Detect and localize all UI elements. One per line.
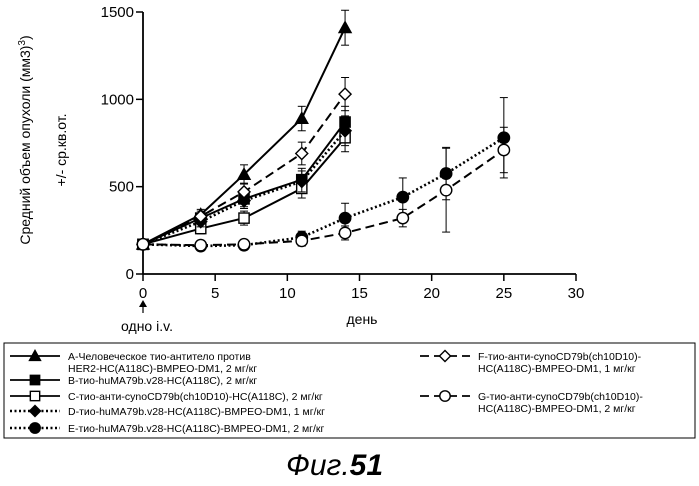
legend-marker (440, 351, 451, 362)
figure-caption: Фиг.51 (286, 449, 383, 482)
data-point (238, 239, 249, 250)
legend-item-A: A-Человеческое тио-антитело противHER2-H… (10, 351, 257, 376)
series-E (137, 98, 509, 252)
data-point (239, 213, 249, 223)
x-tick-label: 10 (279, 285, 296, 302)
axes: 0 500 1000 1500 0 5 10 15 20 25 30 (101, 4, 585, 302)
legend-marker (30, 406, 41, 417)
x-tick-label: 5 (211, 285, 219, 302)
data-point (397, 191, 408, 202)
y-tick-label: 1500 (101, 4, 134, 21)
legend-item-F: F-тио-анти-cynoCD79b(ch10D10)-HC(A118C)-… (420, 351, 642, 376)
legend-label: B-тио-huMA79b.v28-HC(A118C), 2 мг/кг (68, 375, 257, 387)
legend-marker (30, 391, 39, 400)
legend-label: E-тио-huMA79b.v28-HC(A118C)-BMPEO-DM1, 2… (68, 423, 325, 435)
data-point (296, 113, 308, 124)
legend-label: D-тио-huMA79b.v28-HC(A118C)-BMPEO-DM1, 1… (68, 406, 325, 418)
plot-area (137, 10, 510, 252)
y-tick-label: 500 (109, 179, 134, 196)
data-point (296, 235, 307, 246)
legend-marker (30, 375, 39, 384)
legend-item-E: E-тио-huMA79b.v28-HC(A118C)-BMPEO-DM1, 2… (10, 423, 325, 435)
legend-label: C-тио-анти-cynoCD79b(ch10D10)-HC(A118C),… (68, 391, 323, 403)
y-axis-subtitle: +/- ср.кв.от. (53, 114, 69, 187)
legend-label: F-тио-анти-cynoCD79b(ch10D10)- (478, 351, 642, 363)
data-point (397, 212, 408, 223)
data-point (339, 88, 351, 100)
data-point (339, 212, 350, 223)
x-tick-label: 30 (568, 285, 585, 302)
legend-label: HER2-HC(A118C)-BMPEO-DM1, 2 мг/кг (68, 363, 257, 375)
legend-label: HC(A118C)-BMPEO-DM1, 1 мг/кг (478, 363, 636, 375)
data-point (339, 227, 350, 238)
legend: A-Человеческое тио-антитело противHER2-H… (10, 351, 643, 436)
data-point (137, 239, 148, 250)
data-point (440, 184, 451, 195)
legend-item-B: B-тио-huMA79b.v28-HC(A118C), 2 мг/кг (10, 375, 257, 387)
legend-label: A-Человеческое тио-антитело против (68, 351, 251, 363)
x-tick-label: 15 (351, 285, 368, 302)
legend-label: G-тио-анти-cynoCD79b(ch10D10)- (478, 391, 643, 403)
data-point (498, 144, 509, 155)
legend-label: HC(A118C)-BMPEO-DM1, 2 мг/кг (478, 403, 636, 415)
y-tick-label: 0 (126, 266, 134, 283)
x-tick-label: 25 (495, 285, 512, 302)
chart: 0 500 1000 1500 0 5 10 15 20 25 30 одно i.v. Средн… (0, 0, 699, 486)
x-axis-title: день (347, 311, 378, 327)
y-axis-title: Средний объем опухоли (мм3)3) (17, 35, 34, 244)
y-axis-title-close: ) (17, 35, 33, 40)
x-tick-label: 20 (423, 285, 440, 302)
data-point (339, 22, 351, 33)
dose-annotation: одно i.v. (121, 318, 173, 334)
data-point (195, 239, 206, 250)
x-tick-label: 0 (139, 285, 147, 302)
legend-item-D: D-тио-huMA79b.v28-HC(A118C)-BMPEO-DM1, 1… (10, 406, 325, 419)
figure-caption-prefix: Фиг. (286, 449, 350, 482)
y-tick-label: 1000 (101, 91, 134, 108)
legend-item-C: C-тио-анти-cynoCD79b(ch10D10)-HC(A118C),… (10, 391, 323, 403)
legend-item-G: G-тио-анти-cynoCD79b(ch10D10)-HC(A118C)-… (420, 391, 643, 415)
legend-marker (440, 391, 450, 401)
legend-marker (30, 423, 40, 433)
figure-caption-number: 51 (350, 449, 383, 482)
series-G (137, 127, 509, 251)
annotation-group: одно i.v. (121, 300, 173, 334)
